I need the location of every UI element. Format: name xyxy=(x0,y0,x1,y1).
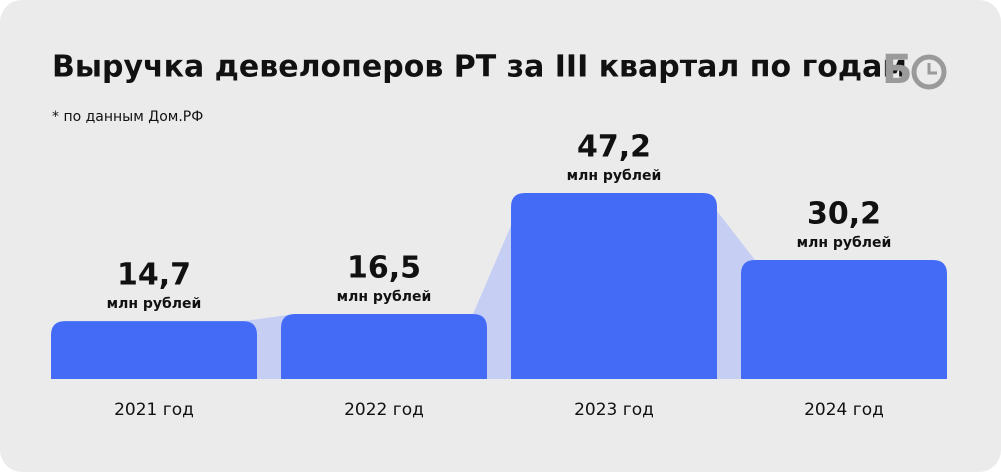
logo: Б xyxy=(882,47,947,93)
unit-label: млн рублей xyxy=(337,289,432,305)
logo-text: Б xyxy=(882,47,913,93)
bar xyxy=(741,260,947,379)
unit-label: млн рублей xyxy=(567,168,662,184)
chart-title: Выручка девелоперов РТ за III квартал по… xyxy=(52,50,907,85)
x-tick-label: 2022 год xyxy=(344,400,424,420)
x-tick-label: 2024 год xyxy=(804,400,884,420)
logo-clock-hands xyxy=(927,63,937,75)
chart-subtitle: * по данным Дом.РФ xyxy=(52,109,203,125)
value-label: 16,5 xyxy=(347,250,421,285)
bar xyxy=(511,193,717,379)
value-label: 14,7 xyxy=(117,258,191,293)
value-label: 47,2 xyxy=(577,130,651,165)
bar xyxy=(51,321,257,379)
x-tick-label: 2021 год xyxy=(114,400,194,420)
logo-clock xyxy=(911,54,947,90)
unit-label: млн рублей xyxy=(797,235,892,251)
unit-label: млн рублей xyxy=(107,296,202,312)
bar xyxy=(281,313,487,379)
x-tick-label: 2023 год xyxy=(574,400,654,420)
value-label: 30,2 xyxy=(807,197,881,232)
